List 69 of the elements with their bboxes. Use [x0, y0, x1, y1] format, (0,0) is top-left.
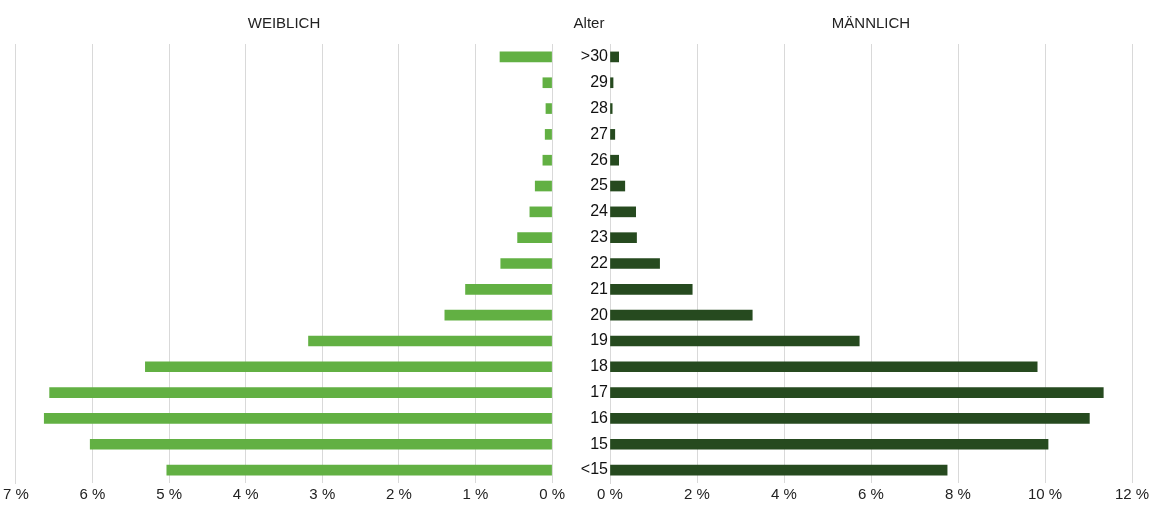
x-tick-label: 12 %: [1114, 485, 1150, 503]
bar: [610, 413, 1090, 424]
bar: [610, 464, 948, 476]
bar: [43, 413, 552, 424]
bar: [610, 438, 1049, 450]
y-tick-label: 23: [590, 228, 609, 246]
bar: [166, 464, 552, 476]
bar: [610, 335, 860, 347]
x-tick-label: 8 %: [945, 485, 971, 503]
bar: [529, 206, 552, 218]
x-tick-label: 10 %: [1027, 485, 1063, 503]
y-tick-label: 28: [590, 98, 609, 116]
x-tick-label: 2 %: [684, 485, 710, 503]
bar: [145, 361, 552, 373]
x-tick-label: 2 %: [385, 485, 412, 503]
y-tick-label: 29: [590, 73, 609, 91]
bar: [544, 129, 552, 140]
y-tick-label: 22: [590, 253, 609, 271]
x-tick-label: 0 %: [597, 485, 623, 503]
bar: [610, 77, 614, 89]
y-tick-label: >30: [580, 47, 609, 65]
bar: [542, 154, 552, 166]
y-tick-label: 17: [590, 383, 609, 401]
bar: [610, 232, 637, 244]
chart-title: WEIBLICH: [247, 14, 321, 32]
y-tick-label: 15: [590, 434, 609, 452]
chart-title: MÄNNLICH: [831, 14, 911, 32]
y-axis-title: Alter: [573, 14, 605, 32]
bar: [89, 438, 552, 450]
bar: [610, 309, 753, 321]
y-tick-label: 21: [590, 279, 609, 297]
bar: [49, 387, 552, 398]
y-tick-label: <15: [580, 460, 609, 478]
y-tick-label: 26: [590, 150, 609, 168]
bar: [610, 51, 620, 63]
y-tick-label: 18: [590, 357, 609, 375]
x-tick-label: 6 %: [79, 485, 106, 503]
bar: [610, 129, 616, 140]
bar: [500, 258, 552, 269]
bar: [610, 361, 1038, 373]
bar: [517, 232, 552, 244]
y-tick-label: 25: [590, 176, 609, 194]
bar: [610, 206, 636, 218]
x-tick-label: 1 %: [462, 485, 489, 503]
bar: [610, 103, 613, 114]
x-tick-label: 4 %: [771, 485, 797, 503]
bar: [465, 283, 552, 295]
bar: [610, 180, 626, 192]
bar: [610, 283, 693, 295]
x-tick-label: 3 %: [309, 485, 336, 503]
x-tick-label: 5 %: [156, 485, 183, 503]
bar: [534, 180, 552, 192]
y-tick-label: 27: [590, 124, 609, 142]
bar: [610, 154, 620, 166]
y-tick-label: 20: [590, 305, 609, 323]
x-tick-label: 0 %: [539, 485, 566, 503]
x-tick-label: 6 %: [858, 485, 884, 503]
bar: [499, 51, 552, 63]
bar: [542, 77, 552, 89]
bar: [610, 387, 1104, 398]
bar: [545, 103, 552, 114]
x-tick-label: 7 %: [2, 485, 29, 503]
y-tick-label: 16: [590, 408, 609, 426]
y-tick-label: 19: [590, 331, 609, 349]
bar: [308, 335, 552, 347]
y-tick-label: 24: [590, 202, 609, 220]
x-tick-label: 4 %: [232, 485, 259, 503]
bar: [610, 258, 660, 269]
bar: [444, 309, 552, 321]
